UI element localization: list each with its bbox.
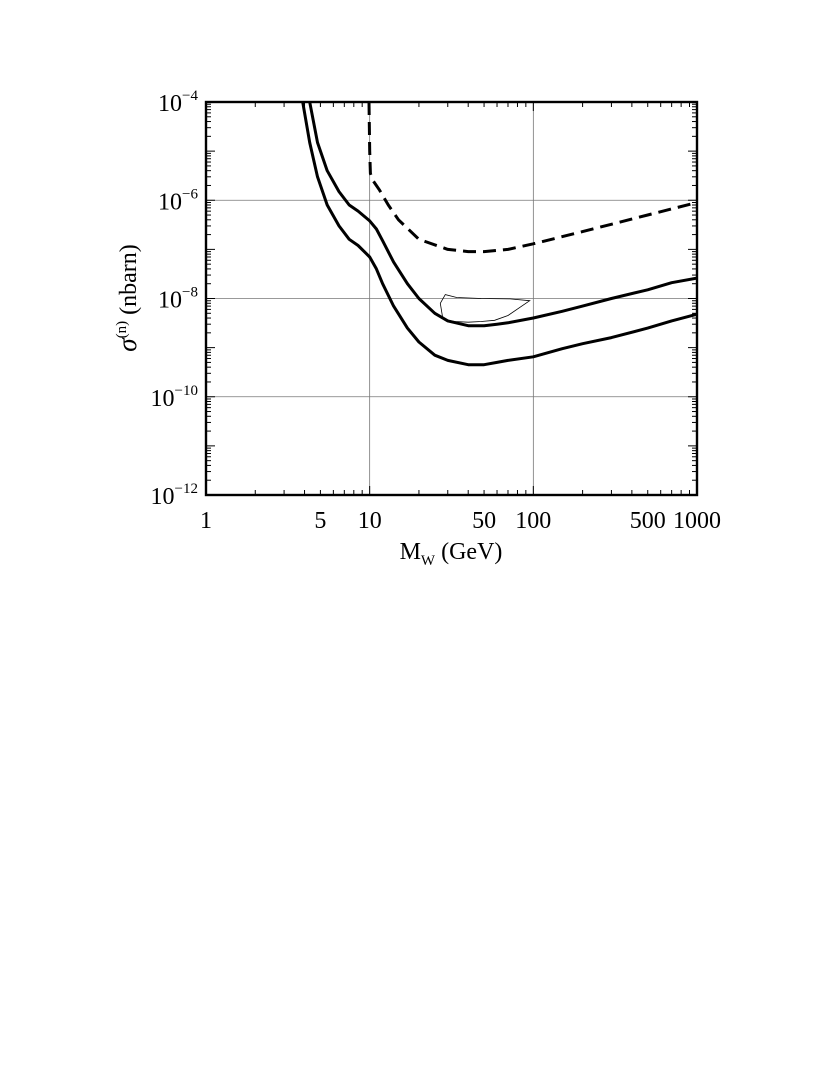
x-tick-label: 1 bbox=[200, 508, 212, 534]
tick-marks bbox=[205, 102, 697, 496]
series-line-2 bbox=[308, 102, 697, 328]
y-tick-label: 10−4 bbox=[158, 88, 198, 117]
y-axis-label: σ(n) (nbarn) bbox=[112, 244, 142, 351]
x-tick-label: 50 bbox=[472, 508, 496, 534]
x-axis-label: MW (GeV) bbox=[400, 539, 503, 569]
y-tick-label: 10−8 bbox=[158, 285, 198, 314]
series-layer bbox=[301, 102, 697, 367]
series-line-1 bbox=[367, 102, 697, 254]
tick-labels: 1 5 10 50 100 500 1000 10−4 10−6 10−8 10−10 10−12 bbox=[151, 88, 721, 534]
series-line-3 bbox=[301, 102, 697, 367]
y-tick-label: 10−6 bbox=[158, 186, 198, 215]
x-tick-label: 100 bbox=[515, 508, 551, 534]
grid-lines bbox=[206, 102, 697, 495]
y-tick-label: 10−12 bbox=[151, 481, 198, 510]
x-tick-label: 5 bbox=[314, 508, 326, 534]
contour-region bbox=[439, 294, 531, 323]
x-tick-label: 10 bbox=[358, 508, 382, 534]
y-tick-label: 10−10 bbox=[151, 383, 198, 412]
x-tick-label: 1000 bbox=[673, 508, 721, 534]
x-tick-label: 500 bbox=[630, 508, 666, 534]
